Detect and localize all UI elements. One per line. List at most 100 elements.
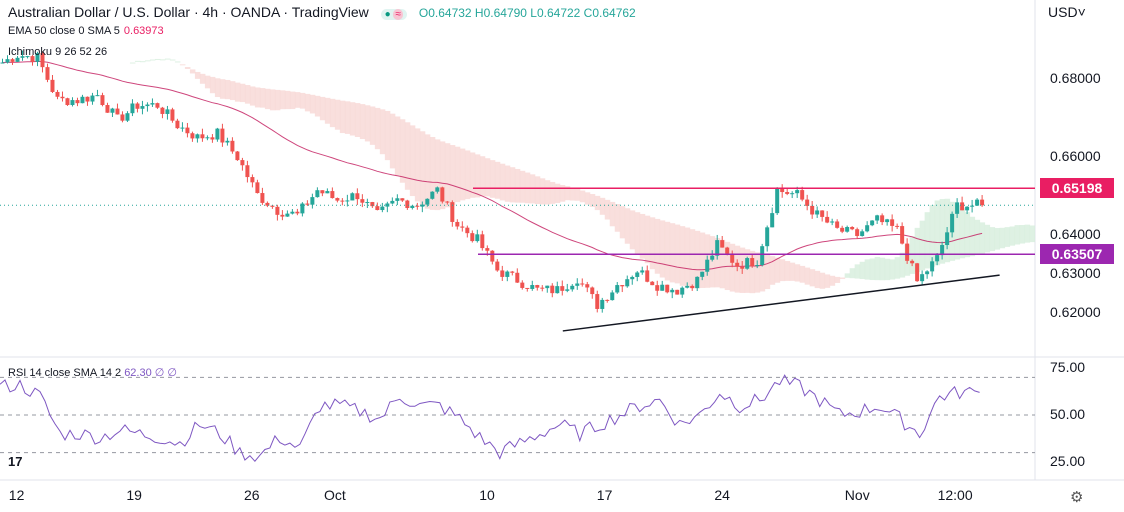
cloud-segment bbox=[684, 227, 691, 288]
candle-body bbox=[335, 198, 340, 201]
candle-body bbox=[320, 190, 325, 194]
price-tick-label: 0.63000 bbox=[1050, 265, 1101, 281]
cloud-segment bbox=[299, 92, 306, 109]
cloud-segment bbox=[369, 106, 376, 145]
ema-legend[interactable]: EMA 50 close 0 SMA 5 0.63973 bbox=[8, 25, 164, 37]
cloud-segment bbox=[994, 228, 1001, 250]
candle-body bbox=[730, 253, 735, 263]
cloud-segment bbox=[914, 227, 921, 273]
cloud-segment bbox=[669, 223, 676, 283]
currency-selector[interactable]: USD˅ bbox=[1048, 4, 1086, 20]
candle-body bbox=[470, 233, 475, 242]
candle-body bbox=[530, 285, 535, 289]
candle-body bbox=[310, 197, 315, 205]
candle-body bbox=[740, 266, 745, 269]
candle-body bbox=[455, 221, 460, 227]
cloud-segment bbox=[344, 101, 351, 134]
cloud-segment bbox=[884, 258, 891, 281]
candle-body bbox=[170, 109, 175, 121]
candle-body bbox=[640, 270, 645, 273]
candle-body bbox=[815, 210, 820, 215]
tradingview-logo[interactable]: 17 bbox=[8, 454, 23, 469]
candle-body bbox=[535, 285, 540, 288]
candle-body bbox=[595, 294, 600, 309]
candle-body bbox=[665, 284, 670, 293]
candle-body bbox=[675, 289, 680, 295]
candle-body bbox=[280, 214, 285, 217]
cloud-segment bbox=[144, 60, 151, 62]
dot-icon: ● bbox=[384, 9, 391, 20]
rsi-tick-label: 75.00 bbox=[1050, 359, 1086, 375]
candle-body bbox=[420, 204, 425, 207]
cloud-segment bbox=[454, 146, 461, 203]
cloud-segment bbox=[779, 259, 786, 282]
candle-body bbox=[385, 203, 390, 207]
cloud-segment bbox=[504, 165, 511, 202]
currency-label: USD bbox=[1048, 4, 1078, 20]
cloud-segment bbox=[194, 71, 201, 79]
market-status-badge[interactable]: ● ≈ bbox=[380, 9, 407, 20]
cloud-segment bbox=[629, 210, 636, 250]
cloud-segment bbox=[559, 185, 566, 202]
cloud-segment bbox=[159, 59, 166, 61]
rsi-legend[interactable]: RSI 14 close SMA 14 2 62.30 ∅ ∅ bbox=[8, 366, 177, 379]
candle-body bbox=[505, 271, 510, 277]
symbol-title: Australian Dollar / U.S. Dollar · 4h · O… bbox=[8, 4, 369, 20]
candle-body bbox=[270, 205, 275, 207]
candle-body bbox=[160, 107, 165, 114]
candle-body bbox=[190, 133, 195, 139]
candle-body bbox=[375, 206, 380, 211]
cloud-segment bbox=[929, 204, 936, 267]
cloud-segment bbox=[459, 148, 466, 201]
cloud-segment bbox=[174, 61, 181, 63]
cloud-segment bbox=[234, 82, 241, 102]
cloud-segment bbox=[764, 254, 771, 290]
cloud-segment bbox=[359, 104, 366, 140]
cloud-segment bbox=[894, 257, 901, 279]
cloud-segment bbox=[494, 161, 501, 199]
cloud-segment bbox=[149, 59, 156, 61]
cloud-segment bbox=[329, 98, 336, 128]
candle-body bbox=[285, 213, 290, 217]
cloud-segment bbox=[809, 269, 816, 287]
candle-body bbox=[970, 205, 975, 207]
candle-body bbox=[135, 103, 140, 109]
candle-body bbox=[465, 227, 470, 234]
cloud-segment bbox=[284, 90, 291, 110]
cloud-segment bbox=[999, 227, 1006, 249]
cloud-segment bbox=[164, 58, 171, 60]
candle-body bbox=[355, 193, 360, 200]
candle-body bbox=[700, 271, 705, 277]
candle-body bbox=[975, 199, 980, 206]
candle-body bbox=[315, 190, 320, 198]
candles bbox=[0, 50, 985, 313]
candle-body bbox=[795, 190, 800, 194]
candle-body bbox=[475, 234, 480, 242]
candle-body bbox=[845, 227, 850, 232]
cloud-segment bbox=[874, 256, 881, 281]
candle-body bbox=[575, 283, 580, 286]
price-tick-label: 0.68000 bbox=[1050, 70, 1101, 86]
cloud-segment bbox=[729, 243, 736, 292]
candle-body bbox=[655, 285, 660, 291]
cloud-segment bbox=[199, 73, 206, 84]
cloud-segment bbox=[539, 178, 546, 205]
cloud-segment bbox=[319, 96, 326, 121]
candle-body bbox=[705, 259, 710, 272]
candle-body bbox=[85, 96, 90, 102]
ichimoku-legend[interactable]: Ichimoku 9 26 52 26 bbox=[8, 46, 107, 58]
cloud-segment bbox=[659, 220, 666, 278]
cloud-segment bbox=[789, 262, 796, 281]
candle-body bbox=[940, 245, 945, 256]
time-tick-label: 12:00 bbox=[937, 487, 973, 503]
cloud-segment bbox=[264, 88, 271, 110]
cloud-segment bbox=[289, 91, 296, 110]
cloud-segment bbox=[474, 154, 481, 198]
candle-body bbox=[910, 260, 915, 264]
candle-body bbox=[720, 240, 725, 248]
gear-icon[interactable]: ⚙ bbox=[1070, 489, 1084, 506]
candle-body bbox=[745, 258, 750, 269]
candle-body bbox=[105, 105, 110, 113]
cloud-segment bbox=[604, 199, 611, 220]
